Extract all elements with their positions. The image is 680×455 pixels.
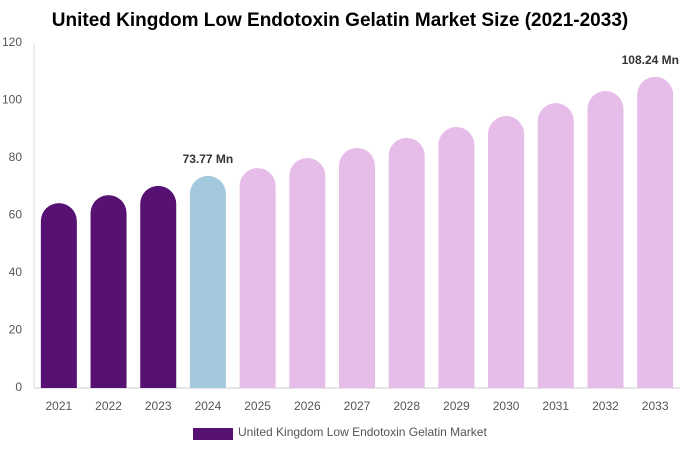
bar: [637, 76, 674, 388]
bar: [587, 91, 624, 388]
bar: [189, 175, 226, 388]
y-tick-label: 0: [15, 380, 22, 394]
x-tick-label: 2033: [642, 399, 669, 413]
bar: [339, 147, 375, 388]
x-tick-label: 2031: [542, 399, 569, 413]
x-tick-label: 2022: [95, 399, 122, 413]
bar: [388, 137, 425, 388]
bar: [140, 185, 177, 388]
legend-swatch: [193, 428, 233, 440]
x-tick-label: 2030: [493, 399, 520, 413]
value-label: 108.24 Mn: [622, 53, 679, 67]
y-tick-label: 20: [9, 323, 23, 337]
x-tick-label: 2023: [145, 399, 172, 413]
x-tick-label: 2025: [244, 399, 271, 413]
bar: [40, 203, 77, 388]
x-tick-label: 2027: [344, 399, 371, 413]
x-tick-label: 2026: [294, 399, 321, 413]
x-tick-label: 2028: [393, 399, 420, 413]
bar: [488, 116, 525, 388]
y-tick-label: 80: [9, 150, 23, 164]
x-tick-label: 2029: [443, 399, 470, 413]
bar: [438, 126, 475, 389]
bar: [239, 168, 276, 388]
x-tick-label: 2032: [592, 399, 619, 413]
bar: [537, 103, 574, 388]
y-tick-label: 60: [9, 208, 23, 222]
y-tick-label: 100: [2, 93, 22, 107]
bar: [289, 158, 326, 388]
y-tick-label: 120: [2, 35, 22, 49]
chart-title: United Kingdom Low Endotoxin Gelatin Mar…: [52, 10, 628, 31]
bar: [90, 195, 127, 388]
x-tick-label: 2021: [45, 399, 72, 413]
value-label: 73.77 Mn: [183, 152, 234, 166]
legend-label: United Kingdom Low Endotoxin Gelatin Mar…: [238, 425, 487, 439]
y-tick-label: 40: [9, 265, 23, 279]
x-tick-label: 2024: [195, 399, 222, 413]
